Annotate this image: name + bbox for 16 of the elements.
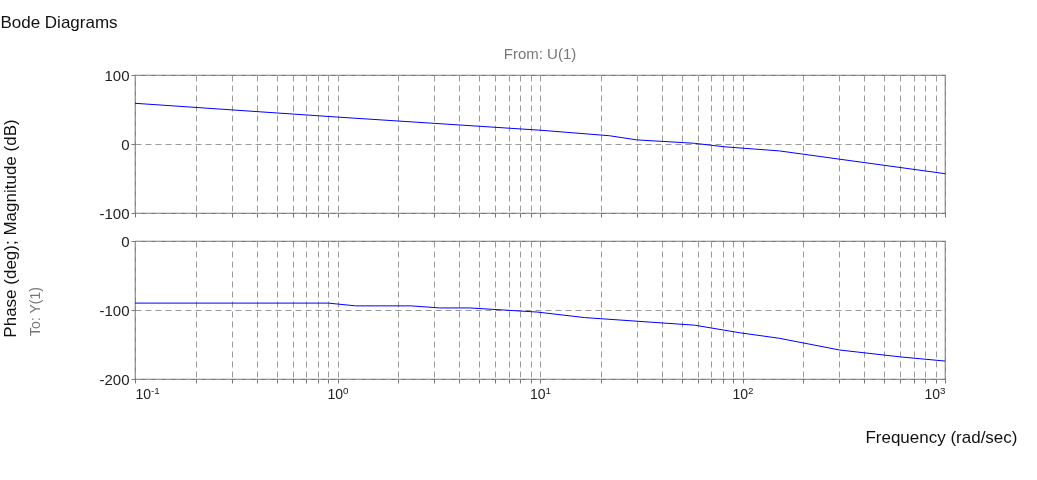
y-tick-label: 0 [121, 232, 130, 250]
y-tick-label: 100 [104, 66, 130, 84]
chart-subtitle: From: U(1) [503, 45, 577, 62]
x-tick-label: 10$^{0}$ [327, 384, 350, 402]
y-tick-label: -100 [99, 301, 130, 319]
x-tick-label: 10$^{1}$ [529, 384, 552, 402]
x-tick-label: 10$^{3}$ [924, 384, 947, 402]
x-tick-label: 10$^{-1}$ [135, 384, 160, 402]
y-tick-label: -200 [99, 370, 130, 388]
x-tick-label: 10$^{2}$ [732, 384, 754, 402]
y-axis-title: Phase (deg); Magnitude (dB) [0, 119, 20, 338]
y-tick-label: -100 [99, 204, 130, 222]
chart-title: Bode Diagrams [0, 13, 118, 33]
x-axis-title: Frequency (rad/sec) [865, 427, 1018, 447]
y-axis-title: To: Y(1) [26, 287, 43, 336]
y-tick-label: 0 [121, 135, 130, 153]
